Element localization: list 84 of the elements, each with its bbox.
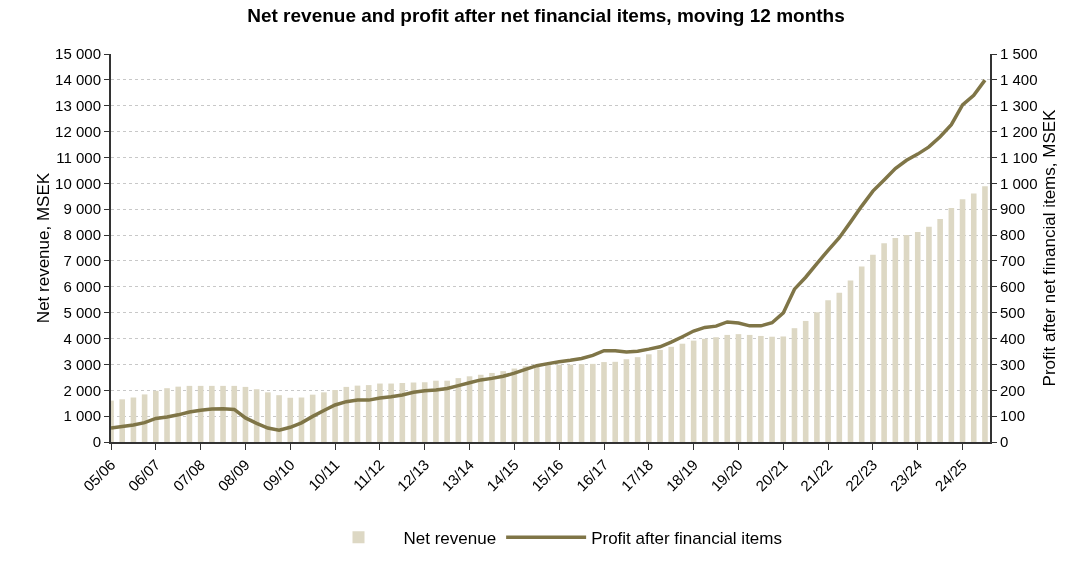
y-tick-label: 10 000 [55,174,101,192]
y2-tick-label: 100 [1000,407,1026,425]
y2-tick-label: 400 [1000,329,1026,347]
y-tick-label: 11 000 [56,148,101,166]
y-tick-label: 9 000 [63,200,101,218]
bar [814,312,820,442]
bar [881,243,887,442]
y2-tick-label: 1 400 [1000,71,1038,89]
y2-axis-title: Profit after net financial items, MSEK [1039,108,1059,387]
bar [276,395,282,442]
bar [545,364,551,442]
y2-tick-label: 600 [1000,278,1026,296]
bar [914,231,921,442]
bar [500,371,506,442]
y2-tick-label: 1 000 [1000,174,1038,192]
bar [119,399,126,442]
bar [724,334,731,442]
bar [421,382,428,442]
bar [858,266,865,442]
y2-tick-label: 0 [1000,433,1009,451]
bar [265,392,271,442]
bar [702,338,708,442]
y2-tick-label: 1 500 [1000,45,1038,63]
y2-tick-label: 1 100 [1000,148,1038,166]
y2-tick-label: 200 [1000,381,1026,399]
y-tick-label: 2 000 [63,381,101,399]
bar [377,383,383,442]
y-tick-label: 13 000 [55,96,101,114]
y2-tick-label: 500 [1000,303,1026,321]
bar [590,363,596,442]
bar [175,386,182,442]
y-tick-label: 12 000 [55,122,101,140]
bar [209,385,215,442]
bar [533,365,540,442]
bar [937,219,943,442]
y-tick-label: 6 000 [63,278,101,296]
line-series [111,78,987,432]
bar [153,390,159,442]
bar [825,300,831,442]
bar [668,346,675,442]
bar [321,392,327,442]
bar [769,336,775,442]
bar [444,380,450,442]
bar [388,383,394,442]
bar [758,335,764,442]
bar [713,337,719,442]
bar [556,364,562,442]
chart-title: Net revenue and profit after net financial items, moving 12 months [247,4,845,26]
y-tick-label: 8 000 [63,226,101,244]
y2-tick-label: 1 300 [1000,96,1038,114]
bar [870,254,876,442]
legend-label: Net revenue [403,528,497,548]
bar [433,380,439,442]
bar [489,372,495,442]
y-tick-label: 1 000 [63,407,101,425]
bar [477,374,484,442]
bar [982,186,988,442]
y-tick-label: 7 000 [63,252,101,270]
y-tick-label: 4 000 [63,329,101,347]
bar [231,385,238,442]
bar [657,349,663,442]
y2-tick-label: 900 [1000,200,1026,218]
y2-tick-label: 1 200 [1000,122,1038,140]
legend-label: Profit after financial items [591,528,782,548]
bar [970,193,977,442]
y2-tick-label: 300 [1000,355,1026,373]
y-tick-label: 15 000 [55,45,101,63]
y-axis-title: Net revenue, MSEK [34,172,54,324]
y-tick-label: 3 000 [63,355,101,373]
y-tick-label: 14 000 [55,71,101,89]
bar [287,397,294,442]
bar [601,362,607,442]
y2-tick-label: 800 [1000,226,1026,244]
y-tick-label: 5 000 [63,303,101,321]
bar [780,336,787,442]
bar [365,385,372,442]
bar [646,354,652,442]
y-tick-label: 0 [92,433,101,451]
bar [332,390,338,442]
bar [612,361,619,442]
bar [220,385,226,442]
bar [164,388,170,442]
y2-tick-label: 700 [1000,252,1026,270]
bar [926,226,932,442]
